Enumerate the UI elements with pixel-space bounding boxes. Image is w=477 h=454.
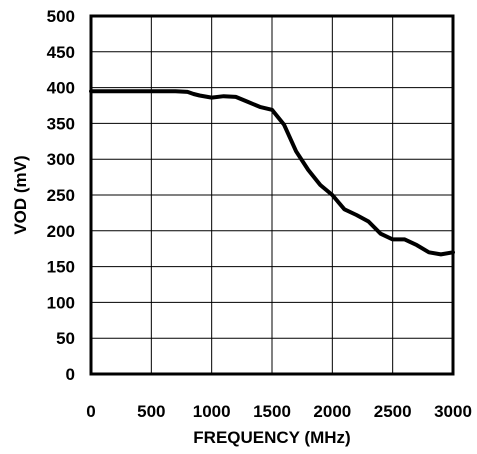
y-tick-label: 50 [56,329,75,348]
grid-lines [90,15,454,375]
y-tick-labels: 0 50 100 150 200 250 300 350 400 450 500 [47,7,75,384]
x-tick-label: 1500 [253,402,291,421]
x-tick-label: 500 [137,402,165,421]
y-tick-label: 500 [47,7,75,26]
x-tick-label: 3000 [434,402,472,421]
y-tick-label: 400 [47,79,75,98]
series-group [89,89,455,257]
y-tick-label: 350 [47,114,75,133]
y-tick-label: 300 [47,150,75,169]
x-tick-label: 0 [86,402,95,421]
x-tick-labels: 0 500 1000 1500 2000 2500 3000 [86,402,472,421]
x-tick-label: 2000 [313,402,351,421]
y-tick-label: 150 [47,258,75,277]
x-tick-label: 1000 [193,402,231,421]
y-tick-label: 250 [47,186,75,205]
y-tick-label: 450 [47,43,75,62]
y-tick-label: 0 [66,365,75,384]
y-tick-label: 200 [47,222,75,241]
x-tick-label: 2500 [374,402,412,421]
y-axis-title: VOD (mV) [11,155,30,234]
y-tick-label: 100 [47,293,75,312]
x-axis-title: FREQUENCY (MHz) [193,428,350,447]
series-line [89,89,455,257]
plot-frame [89,14,455,376]
